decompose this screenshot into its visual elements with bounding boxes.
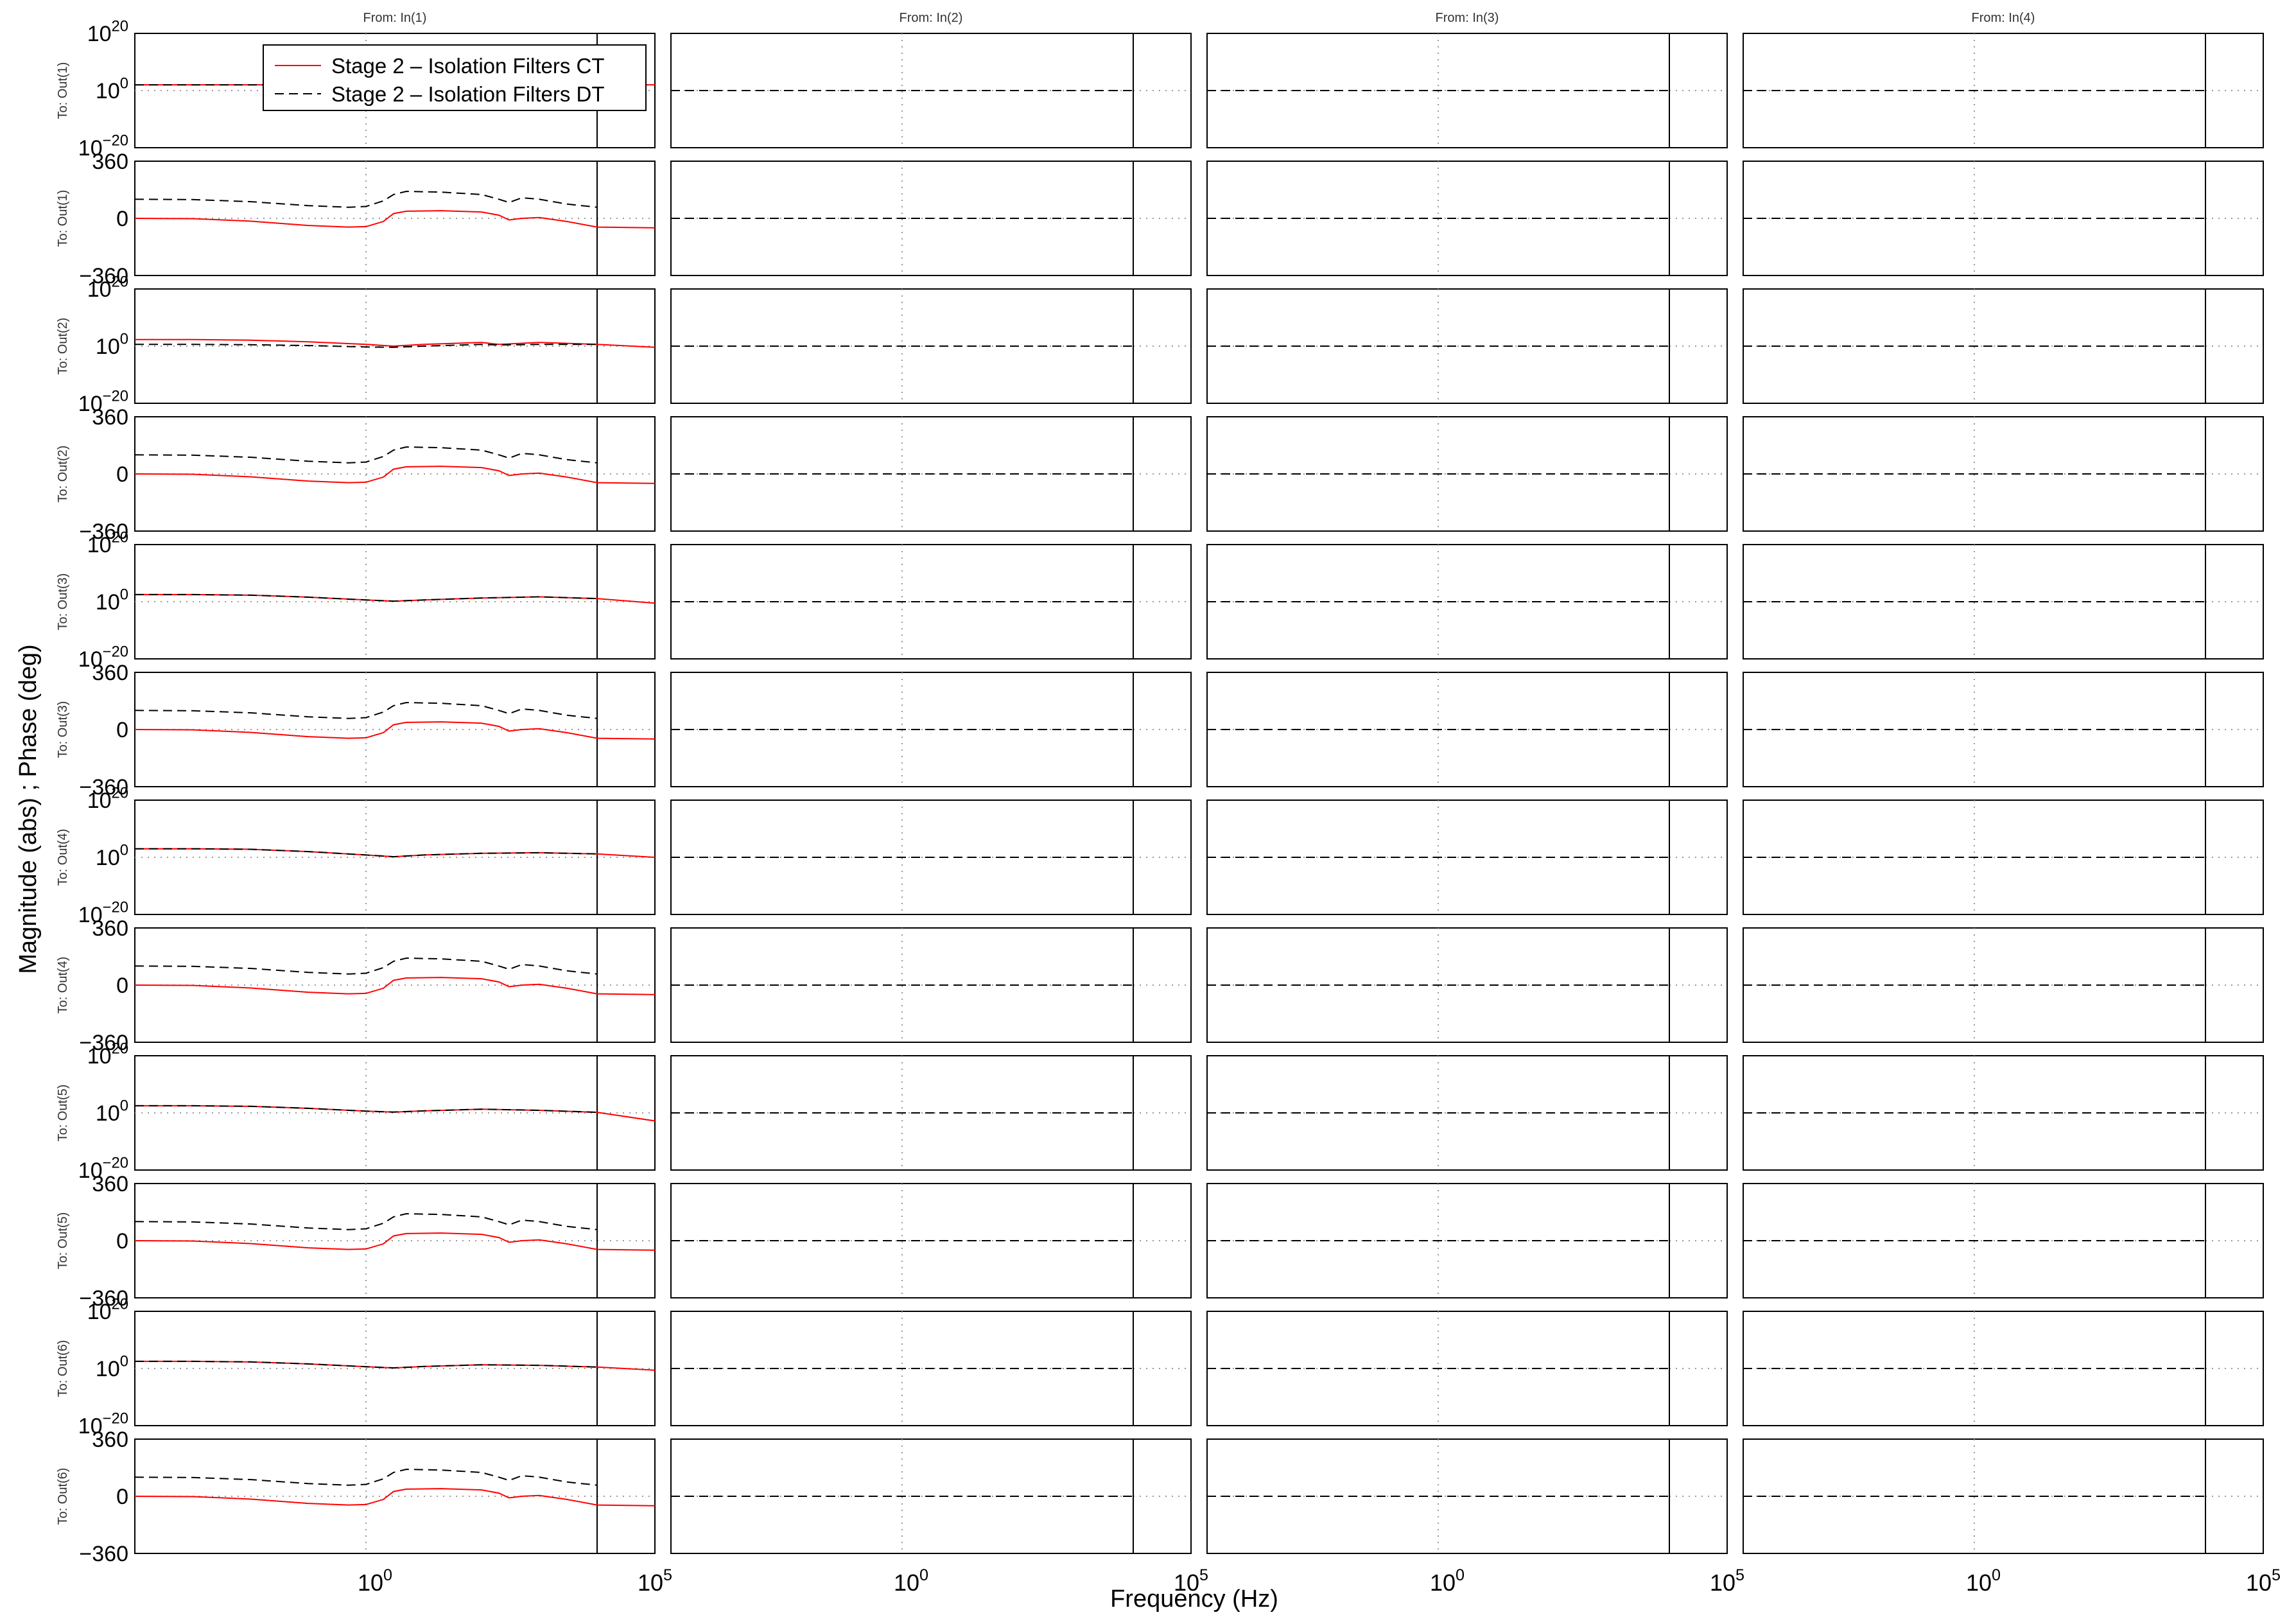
axes-box [134,161,656,276]
y-axis-label: Magnitude (abs) ; Phase (deg) [15,644,42,974]
y-tick-label: 360 [92,661,128,685]
y-tick-label: 100 [96,1353,128,1381]
legend-dt-label: Stage 2 – Isolation Filters DT [331,82,605,106]
y-tick-label: 1020 [87,274,128,302]
series-dt-line [135,593,598,602]
series-dt-line [134,701,598,719]
x-tick-label: 105 [1174,1566,1208,1596]
y-tick-label: −360 [79,1542,128,1566]
row-label: To: Out(5) [56,1212,70,1270]
column-title: From: In(1) [363,11,427,25]
row-label: To: Out(2) [56,318,70,375]
series-ct-line [134,1232,656,1251]
y-tick-label: 360 [92,1428,128,1452]
y-tick-label: 100 [96,331,128,359]
series-dt-line [134,446,598,464]
row-label: To: Out(1) [56,62,70,119]
x-tick-label: 100 [358,1566,392,1596]
series-dt-line [134,957,598,975]
y-tick-label: 100 [96,1097,128,1126]
axes-box [134,927,656,1043]
y-tick-label: 1020 [87,1296,128,1324]
series-ct-line [135,338,656,348]
y-tick-label: 10−20 [78,899,128,927]
y-tick-label: 0 [116,1485,128,1509]
y-tick-label: 1020 [87,18,128,46]
series-ct-line [134,210,656,229]
x-tick-label: 100 [894,1566,928,1596]
column-title: From: In(4) [1972,11,2035,25]
y-tick-label: 0 [116,718,128,742]
series-ct-line [134,1488,656,1507]
y-tick-label: 100 [96,842,128,870]
y-tick-label: 0 [116,974,128,998]
x-tick-label: 100 [1966,1566,2001,1596]
y-tick-label: 0 [116,1229,128,1254]
legend-box [263,44,647,111]
x-tick-label: 105 [638,1566,672,1596]
row-label: To: Out(2) [56,446,70,503]
axes-box [134,672,656,787]
x-axis-label: Frequency (Hz) [1110,1586,1278,1613]
column-title: From: In(3) [1436,11,1499,25]
series-ct-line [134,721,656,740]
row-label: To: Out(4) [56,829,70,886]
series-dt-line [134,1212,598,1230]
row-label: To: Out(5) [56,1085,70,1142]
row-label: To: Out(6) [56,1340,70,1397]
row-label: To: Out(1) [56,190,70,247]
y-tick-label: 10−20 [78,1410,128,1438]
y-tick-label: 10−20 [78,388,128,416]
axes-box [134,1438,656,1554]
axes-box [134,1183,656,1298]
row-label: To: Out(4) [56,957,70,1014]
y-tick-label: −360 [79,1286,128,1311]
x-tick-label: 105 [1710,1566,1744,1596]
series-dt-line [135,1105,598,1114]
y-tick-label: 360 [92,916,128,941]
series-dt-line [135,344,597,348]
y-tick-label: 0 [116,462,128,487]
plot-grid: From: In(1) From: In(2) From: In(3) From: I… [56,11,2281,1596]
row-label: To: Out(3) [56,573,70,631]
y-tick-label: 360 [92,150,128,174]
y-tick-label: −360 [79,520,128,544]
y-tick-label: 0 [116,207,128,231]
row-label: To: Out(3) [56,701,70,758]
y-tick-label: −360 [79,264,128,288]
legend-ct-label: Stage 2 – Isolation Filters CT [331,54,605,78]
y-tick-label: 1020 [87,529,128,557]
row-label: To: Out(6) [56,1468,70,1525]
series-dt-line [134,1468,598,1486]
y-tick-label: 10−20 [78,1155,128,1183]
legend: Stage 2 – Isolation Filters CT Stage 2 –… [263,44,647,111]
y-tick-label: −360 [79,1031,128,1055]
series-ct-line [134,977,656,995]
y-tick-label: 1020 [87,1040,128,1069]
y-tick-label: −360 [79,775,128,800]
column-title: From: In(2) [900,11,963,25]
y-tick-label: 1020 [87,785,128,813]
series-dt-line [135,1360,598,1369]
y-tick-label: 360 [92,1172,128,1196]
series-dt-line [134,190,598,208]
y-tick-label: 100 [96,75,128,103]
y-tick-label: 10−20 [78,643,128,672]
y-tick-label: 10−20 [78,132,128,161]
axes-box [134,800,656,915]
series-dt-line [135,848,598,858]
series-ct-line [134,466,656,484]
y-tick-label: 100 [96,586,128,615]
x-tick-label: 100 [1430,1566,1465,1596]
y-tick-label: 360 [92,405,128,430]
x-tick-label: 105 [2246,1566,2281,1596]
axes-box [134,416,656,532]
